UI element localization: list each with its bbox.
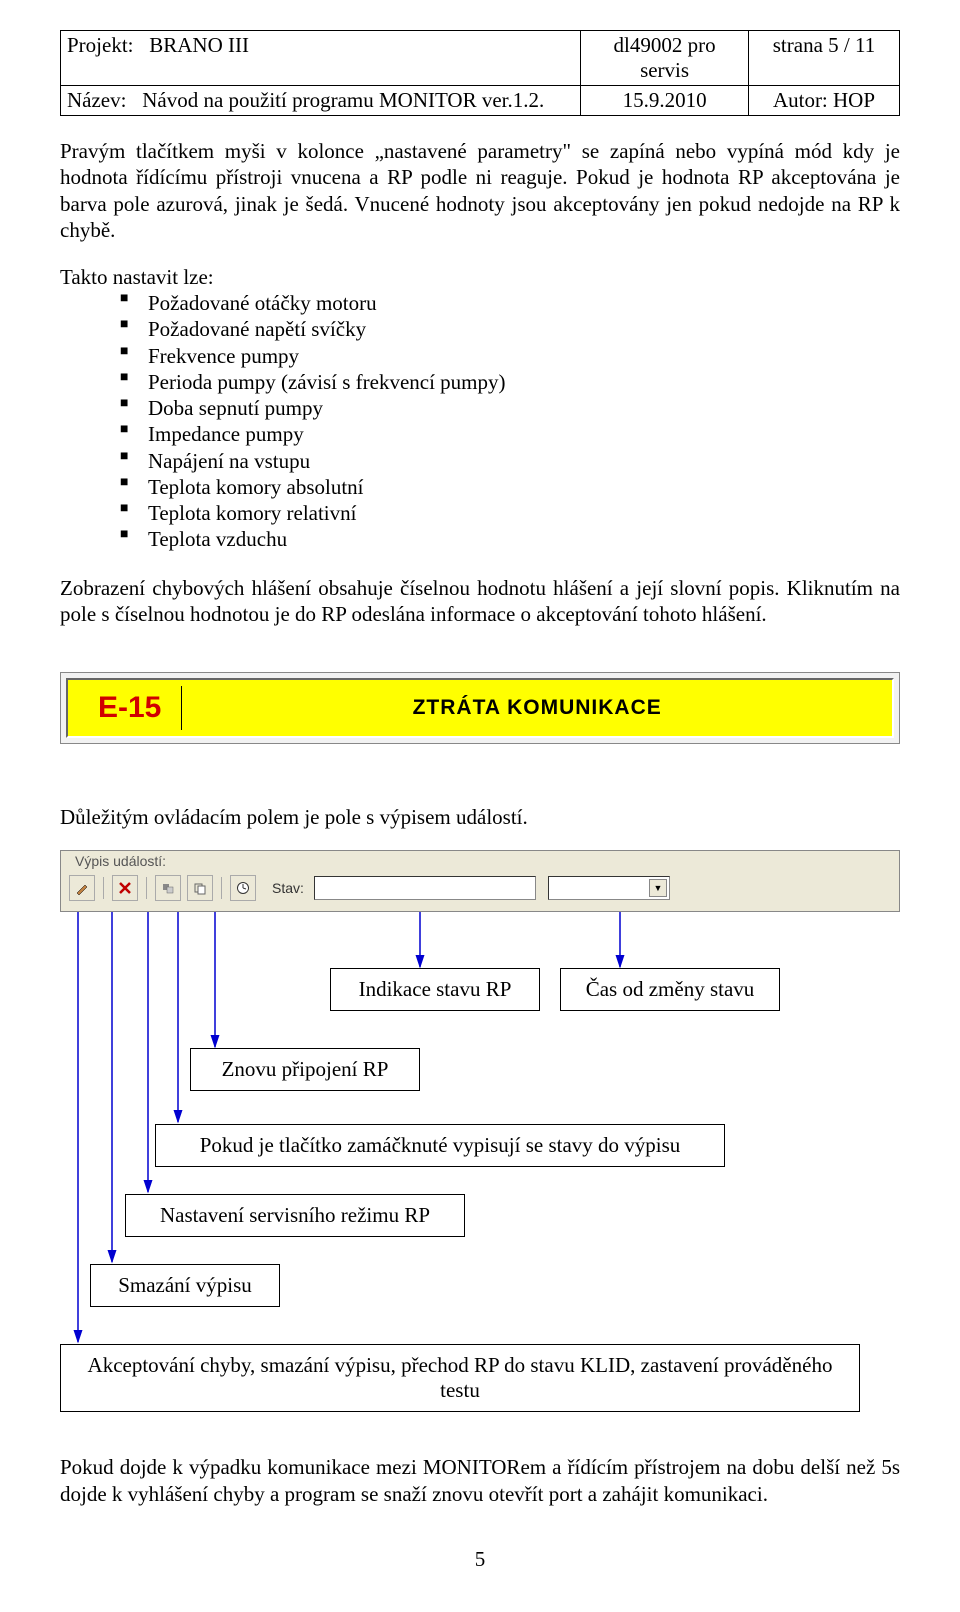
header-table: Projekt: BRANO III dl49002 pro servis st… xyxy=(60,30,900,116)
stav-label: Stav: xyxy=(272,880,304,896)
label-indikace-stavu: Indikace stavu RP xyxy=(330,968,540,1011)
date: 15.9.2010 xyxy=(581,86,749,116)
label-akceptovani-chyby: Akceptování chyby, smazání výpisu, přech… xyxy=(60,1344,860,1412)
pencil-icon[interactable] xyxy=(69,875,95,901)
name-value: Návod na použití programu MONITOR ver.1.… xyxy=(142,88,544,112)
list-item: Teplota vzduchu xyxy=(120,526,900,552)
stav-field[interactable] xyxy=(314,876,536,900)
events-toolbar: Stav: xyxy=(69,873,891,903)
list-item: Perioda pumpy (závisí s frekvencí pumpy) xyxy=(120,369,900,395)
list-item: Požadované otáčky motoru xyxy=(120,290,900,316)
name-label: Název: xyxy=(67,88,126,112)
copy-icon[interactable] xyxy=(187,875,213,901)
list-item: Napájení na vstupu xyxy=(120,448,900,474)
list-intro: Takto nastavit lze: xyxy=(60,265,900,290)
paragraph-4: Pokud dojde k výpadku komunikace mezi MO… xyxy=(60,1454,900,1507)
clock-icon[interactable] xyxy=(230,875,256,901)
label-tlacitko-zamacknute: Pokud je tlačítko zamáčknuté vypisují se… xyxy=(155,1124,725,1167)
author: Autor: HOP xyxy=(748,86,899,116)
page-number: 5 xyxy=(60,1547,900,1572)
doc-code: dl49002 pro servis xyxy=(581,31,749,86)
error-code[interactable]: E-15 xyxy=(68,686,182,730)
events-legend: Výpis událostí: xyxy=(71,853,170,869)
settings-list: Požadované otáčky motoru Požadované napě… xyxy=(60,290,900,553)
list-item: Frekvence pumpy xyxy=(120,343,900,369)
list-item: Požadované napětí svíčky xyxy=(120,316,900,342)
label-znovu-pripojeni: Znovu připojení RP xyxy=(190,1048,420,1091)
reconnect-icon[interactable] xyxy=(155,875,181,901)
list-item: Impedance pumpy xyxy=(120,421,900,447)
list-item: Teplota komory absolutní xyxy=(120,474,900,500)
page-indicator: strana 5 / 11 xyxy=(748,31,899,86)
events-panel: Výpis událostí: xyxy=(60,850,900,912)
paragraph-2: Zobrazení chybových hlášení obsahuje čís… xyxy=(60,575,900,628)
label-servisni-rezim: Nastavení servisního režimu RP xyxy=(125,1194,465,1237)
project-label: Projekt: xyxy=(67,33,134,57)
toolbar-diagram: Indikace stavu RP Čas od změny stavu Zno… xyxy=(60,912,900,1432)
list-item: Doba sepnutí pumpy xyxy=(120,395,900,421)
stav-dropdown[interactable] xyxy=(548,876,670,900)
paragraph-3: Důležitým ovládacím polem je pole s výpi… xyxy=(60,804,900,830)
error-banner[interactable]: E-15 ZTRÁTA KOMUNIKACE xyxy=(60,672,900,744)
project-value: BRANO III xyxy=(149,33,249,57)
label-cas-od-zmeny: Čas od změny stavu xyxy=(560,968,780,1011)
paragraph-1: Pravým tlačítkem myši v kolonce „nastave… xyxy=(60,138,900,243)
label-smazani-vypisu: Smazání výpisu xyxy=(90,1264,280,1307)
error-text: ZTRÁTA KOMUNIKACE xyxy=(182,696,892,720)
x-icon[interactable] xyxy=(112,875,138,901)
list-item: Teplota komory relativní xyxy=(120,500,900,526)
